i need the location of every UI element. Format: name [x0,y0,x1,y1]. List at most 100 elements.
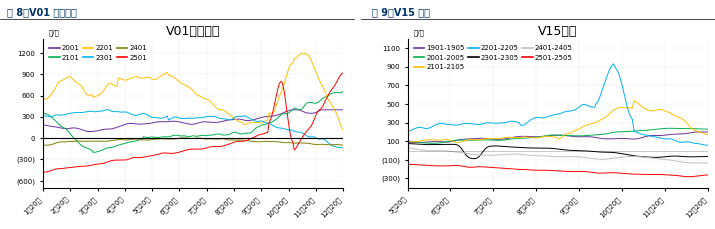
2001 [320,109,329,111]
2501 [237,140,246,143]
Line: 2401: 2401 [43,138,343,145]
2401 [238,139,247,142]
1901-1905 [691,131,699,134]
2001-2005 [651,128,659,131]
2401 [319,143,327,146]
2301 [319,138,327,140]
Text: 图 8：V01 合约基差: 图 8：V01 合约基差 [7,7,77,17]
2501 [339,72,347,74]
2001-2005 [600,133,608,136]
2101-2105 [630,100,638,102]
2401 [39,144,47,147]
2101-2105 [403,140,412,143]
2201-2205 [464,122,473,125]
2301-2305 [651,156,659,159]
1901-1905 [413,141,421,144]
2301 [39,115,47,117]
2501 [87,164,95,167]
2001 [39,123,47,126]
2101 [319,97,327,99]
2301-2305 [691,155,699,158]
Legend: 2001, 2101, 2201, 2301, 2401, 2501: 2001, 2101, 2201, 2301, 2401, 2501 [46,42,150,63]
2001-2005 [490,139,499,142]
2201-2205 [403,130,412,133]
Line: 2201: 2201 [43,53,343,130]
2101 [142,136,150,139]
2501-2505 [704,174,712,176]
1901-1905 [490,138,499,141]
Line: 2501-2505: 2501-2505 [408,164,708,177]
Line: 2201-2205: 2201-2205 [408,64,708,145]
2201-2205 [651,136,659,138]
2501-2505 [649,173,657,176]
2401-2405 [569,155,578,158]
2301-2305 [600,151,608,153]
2301 [238,115,247,118]
2001-2005 [704,128,712,131]
Line: 2101-2105: 2101-2105 [408,101,708,142]
2501-2505 [685,175,694,178]
Line: 1901-1905: 1901-1905 [408,132,708,142]
2301-2305 [490,144,499,147]
2501-2505 [464,166,473,169]
2101-2105 [453,141,461,144]
2201 [237,121,246,123]
2401-2405 [689,162,697,164]
2001-2005 [403,140,412,142]
2001 [85,130,94,133]
2501-2505 [569,170,578,173]
2501-2505 [488,166,497,169]
2301-2305 [469,157,478,160]
1901-1905 [465,137,474,140]
2501 [317,106,326,109]
2401-2405 [598,158,606,161]
2201 [339,128,347,131]
1901-1905 [403,141,412,144]
2001 [238,118,247,121]
2101-2105 [490,137,499,140]
Line: 2301-2305: 2301-2305 [408,144,708,159]
2001-2005 [666,127,674,130]
2401-2405 [691,162,699,164]
2201-2205 [569,109,578,112]
Line: 2001-2005: 2001-2005 [408,128,708,143]
2401 [140,139,149,141]
2301 [339,147,347,149]
Text: 元/吨: 元/吨 [49,29,60,36]
Title: V15价差: V15价差 [538,25,578,38]
2001 [51,125,60,128]
2201-2205 [691,142,699,145]
2501-2505 [691,175,699,178]
2101-2105 [465,138,474,141]
2401 [87,140,95,142]
Line: 2001: 2001 [43,110,343,132]
2201 [140,76,149,79]
2501-2505 [598,172,606,174]
2101 [39,112,47,115]
2501 [39,171,47,174]
Line: 2401-2405: 2401-2405 [408,148,708,163]
2301-2305 [704,155,712,158]
Legend: 1901-1905, 2001-2005, 2101-2105, 2201-2205, 2301-2305, 2401-2405, 2501-2505: 1901-1905, 2001-2005, 2101-2105, 2201-22… [411,42,576,73]
2401-2405 [488,154,497,157]
2401 [59,140,67,143]
2301 [51,114,60,117]
2301 [59,114,67,116]
2401-2405 [704,162,712,164]
2301-2305 [403,142,412,145]
Line: 2301: 2301 [43,110,343,148]
1901-1905 [704,131,712,133]
1901-1905 [571,135,580,138]
1901-1905 [651,134,659,137]
2501 [140,155,149,158]
2101 [59,126,67,129]
2101-2105 [600,117,608,119]
2401-2405 [403,147,412,149]
2001 [142,122,150,125]
Line: 2501: 2501 [43,73,343,172]
2001-2005 [571,134,580,137]
2201 [319,86,327,89]
2201 [51,87,60,89]
2001-2005 [465,139,474,142]
2301 [103,108,112,111]
